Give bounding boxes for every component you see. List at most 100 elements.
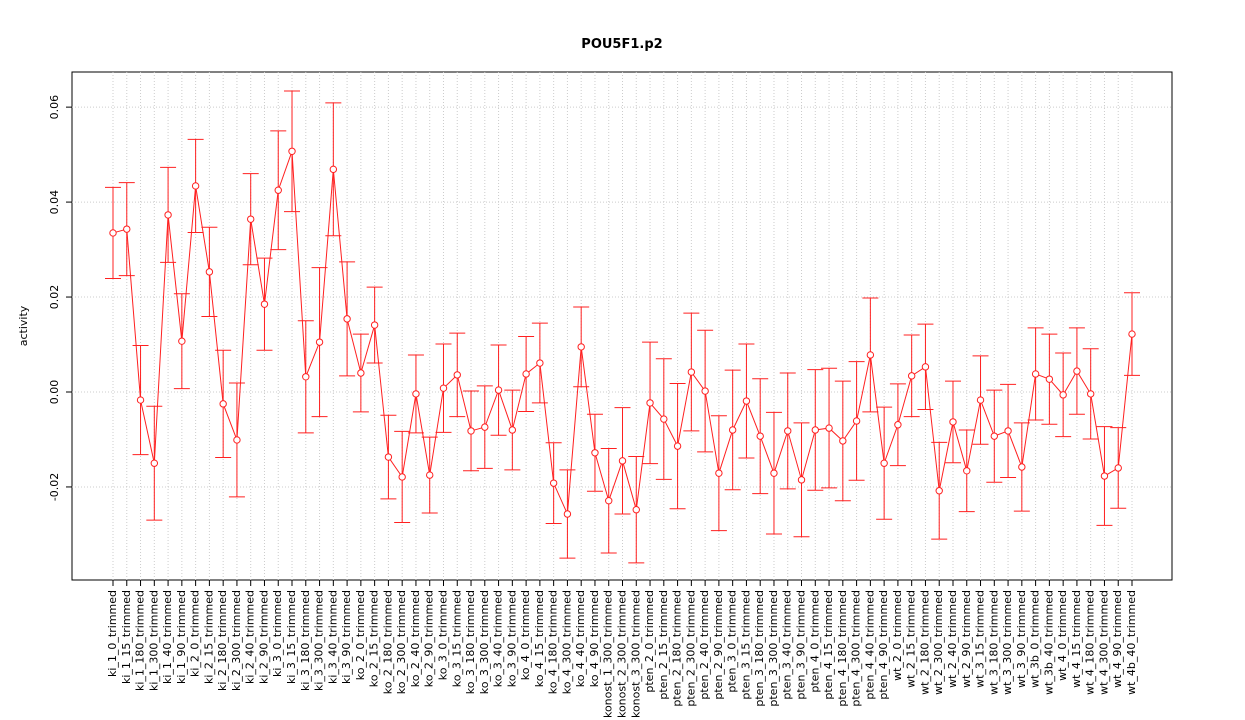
x-tick-label: konost_2_300_trimmed (616, 590, 629, 718)
x-tick-label: pten_2_40_trimmed (698, 590, 711, 700)
point (191, 182, 200, 190)
x-tick-label: ko_4_300_trimmed (560, 590, 573, 694)
x-tick-label: wt_2_15_trimmed (905, 590, 918, 688)
point (123, 225, 131, 233)
x-tick-label: ko_3_0_trimmed (436, 590, 449, 680)
x-tick-label: wt_4_0_trimmed (1056, 590, 1069, 681)
point (990, 432, 998, 440)
x-tick-label: konost_3_300_trimmed (629, 590, 642, 718)
x-tick-label: wt_4_180_trimmed (1084, 590, 1097, 695)
x-tick-label: wt_4_300_trimmed (1097, 590, 1110, 695)
x-tick-label: wt_4_15_trimmed (1070, 590, 1083, 688)
point (660, 415, 668, 423)
x-tick-label: pten_3_40_trimmed (781, 590, 794, 700)
x-tick-label: ko_2_0_trimmed (354, 590, 367, 680)
point (591, 449, 599, 457)
point (1073, 367, 1081, 375)
y-axis-label: activity (17, 305, 30, 346)
x-tick-label: ko_4_40_trimmed (574, 590, 587, 687)
point (1100, 472, 1109, 480)
point (150, 459, 159, 467)
x-tick-label: ko_3_15_trimmed (450, 590, 463, 687)
point (894, 421, 902, 429)
point (715, 469, 723, 477)
point (797, 476, 806, 484)
point (976, 396, 985, 404)
point (219, 400, 227, 408)
point (907, 372, 916, 380)
point (728, 426, 737, 434)
point (756, 432, 764, 440)
x-tick-label: ki_2_180_trimmed (216, 590, 229, 691)
x-tick-label: ko_3_40_trimmed (492, 590, 505, 687)
x-tick-label: ki_1_0_trimmed (106, 590, 119, 677)
point (1086, 390, 1095, 398)
point (673, 442, 682, 450)
x-tick-label: pten_3_15_trimmed (739, 590, 752, 700)
point (605, 497, 613, 505)
point (1031, 370, 1040, 378)
point (274, 186, 282, 194)
x-tick-label: ko_2_180_trimmed (381, 590, 394, 694)
point (880, 459, 888, 467)
x-tick-label: ko_2_300_trimmed (395, 590, 408, 694)
point (247, 215, 255, 223)
point (646, 399, 654, 407)
x-tick-label: ki_1_300_trimmed (147, 590, 160, 691)
x-tick-label: pten_3_90_trimmed (795, 590, 808, 700)
point (178, 337, 186, 345)
point (370, 321, 379, 329)
chart-title: POU5F1.p2 (581, 37, 662, 52)
y-tick-label: -0.02 (48, 473, 61, 501)
x-tick-label: ki_1_15_trimmed (120, 590, 133, 684)
point (109, 229, 117, 237)
point (949, 418, 957, 426)
x-tick-label: ko_3_300_trimmed (478, 590, 491, 694)
x-tick-label: wt_3_15_trimmed (974, 590, 987, 688)
x-tick-label: ki_3_300_trimmed (313, 590, 326, 691)
x-tick-label: pten_3_0_trimmed (726, 590, 739, 693)
x-tick-label: pten_2_180_trimmed (671, 590, 684, 707)
point (563, 510, 572, 518)
x-tick-label: wt_3b_0_trimmed (1029, 590, 1042, 688)
x-tick-label: wt_2_90_trimmed (960, 590, 973, 688)
point (770, 469, 778, 477)
point (687, 368, 696, 376)
x-tick-label: ko_4_90_trimmed (588, 590, 601, 687)
point (1059, 391, 1067, 399)
x-tick-label: ki_3_180_trimmed (299, 590, 312, 691)
point (825, 424, 833, 432)
x-tick-label: ki_2_0_trimmed (189, 590, 202, 677)
x-tick-label: ko_2_15_trimmed (368, 590, 381, 687)
point (453, 371, 461, 379)
x-tick-label: ki_1_40_trimmed (161, 590, 174, 684)
point (205, 268, 214, 276)
point (508, 426, 517, 434)
x-tick-label: ko_2_40_trimmed (409, 590, 422, 687)
point (288, 147, 296, 155)
point (357, 369, 365, 377)
x-tick-label: ko_2_90_trimmed (423, 590, 436, 687)
x-tick-label: ki_2_40_trimmed (244, 590, 257, 684)
x-tick-label: ki_1_180_trimmed (134, 590, 147, 691)
point (618, 457, 627, 465)
x-tick-label: ki_3_40_trimmed (326, 590, 339, 684)
x-tick-label: ki_2_300_trimmed (230, 590, 243, 691)
x-tick-label: ki_2_15_trimmed (202, 590, 215, 684)
x-tick-label: wt_2_300_trimmed (932, 590, 945, 695)
x-tick-label: wt_3_300_trimmed (1001, 590, 1014, 695)
x-tick-label: wt_3b_40_trimmed (1042, 590, 1055, 695)
x-tick-label: konost_1_300_trimmed (602, 590, 615, 718)
point (412, 390, 420, 398)
x-tick-label: pten_4_40_trimmed (863, 590, 876, 700)
point (315, 338, 324, 346)
point (302, 373, 310, 381)
point (1004, 427, 1012, 435)
point (701, 387, 709, 395)
y-tick-label: 0.00 (48, 380, 61, 405)
point (536, 359, 544, 367)
point (811, 426, 819, 434)
x-tick-label: wt_2_180_trimmed (918, 590, 931, 695)
point (1045, 375, 1054, 383)
